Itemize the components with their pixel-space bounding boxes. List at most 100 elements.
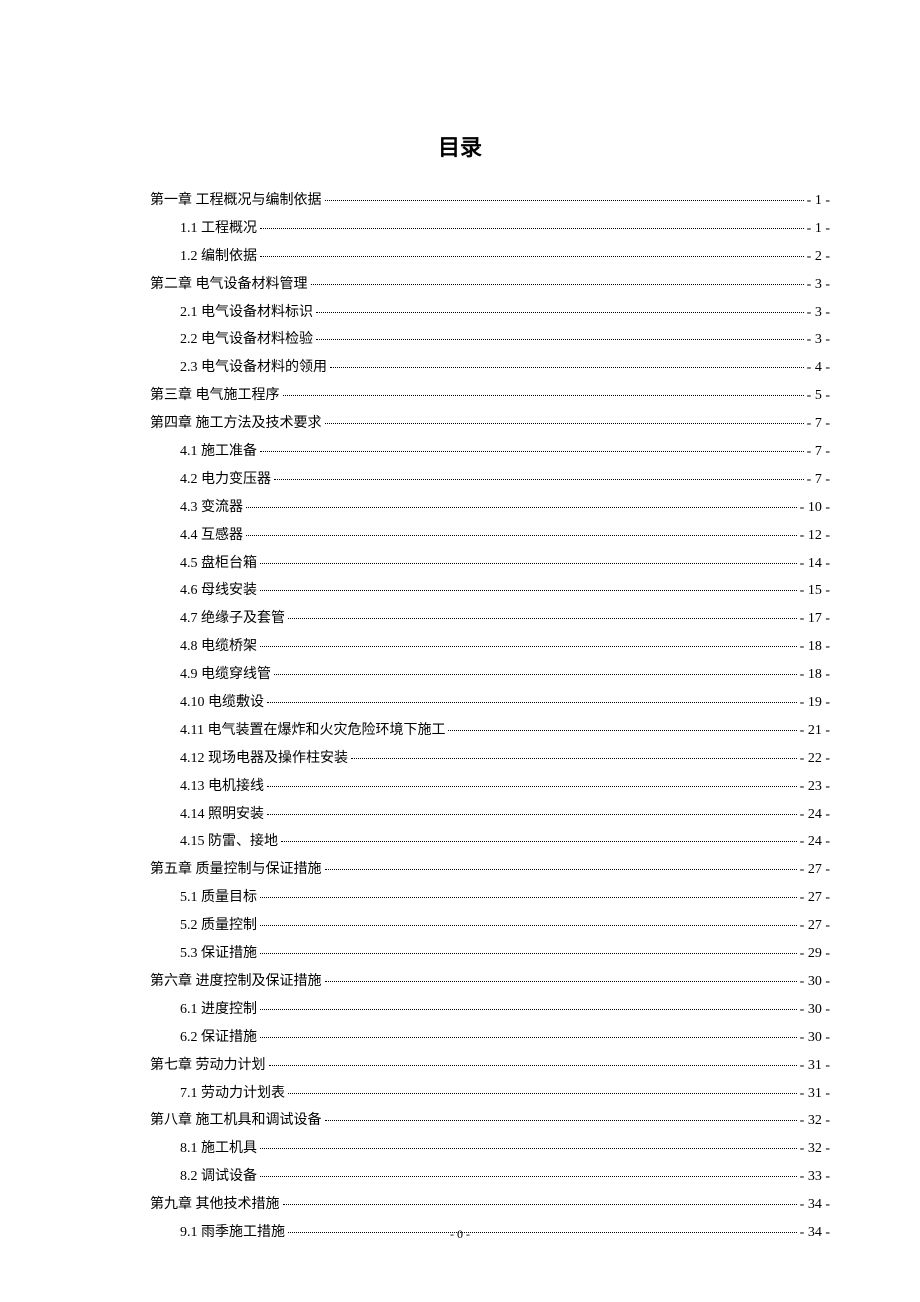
toc-entry-label: 4.1 施工准备 [180,441,257,463]
toc-entry-page: - 31 - [800,1055,830,1077]
toc-entry: 4.14 照明安装 - 24 - [90,804,830,826]
toc-entry-leader [288,618,797,619]
toc-entry-leader [260,1009,797,1010]
toc-entry-label: 第一章 工程概况与编制依据 [150,190,322,212]
toc-entry-label: 8.1 施工机具 [180,1138,257,1160]
toc-entry-label: 4.9 电缆穿线管 [180,664,271,686]
toc-entry: 第二章 电气设备材料管理 - 3 - [90,274,830,296]
toc-entry-label: 第八章 施工机具和调试设备 [150,1110,322,1132]
toc-entry: 4.9 电缆穿线管- 18 - [90,664,830,686]
toc-entry-page: - 22 - [800,748,830,770]
toc-entry-leader [325,981,797,982]
toc-entry: 2.1 电气设备材料标识- 3 - [90,302,830,324]
toc-entry-page: - 1 - [807,190,830,212]
toc-entry-label: 4.2 电力变压器 [180,469,271,491]
toc-entry-label: 4.14 照明安装 [180,804,264,826]
toc-entry-page: - 3 - [807,302,830,324]
toc-entry-leader [288,1093,797,1094]
toc-entry-leader [351,758,797,759]
toc-entry: 5.3 保证措施- 29 - [90,943,830,965]
toc-entry-label: 4.7 绝缘子及套管 [180,608,285,630]
toc-entry: 第六章 进度控制及保证措施 - 30 - [90,971,830,993]
toc-entry-page: - 24 - [800,831,830,853]
toc-entry: 2.3 电气设备材料的领用- 4 - [90,357,830,379]
toc-entry: 4.13 电机接线- 23 - [90,776,830,798]
toc-entry-page: - 27 - [800,887,830,909]
toc-entry-label: 第六章 进度控制及保证措施 [150,971,322,993]
toc-entry-leader [260,1176,797,1177]
toc-entry-leader [267,786,797,787]
page-footer: - 0 - [0,1227,920,1242]
toc-entry-leader [246,507,797,508]
toc-entry-page: - 24 - [800,804,830,826]
toc-entry-leader [325,1120,797,1121]
toc-entry-page: - 33 - [800,1166,830,1188]
toc-entry-label: 1.1 工程概况 [180,218,257,240]
toc-entry-leader [269,1065,797,1066]
toc-entry-label: 5.1 质量目标 [180,887,257,909]
toc-entry-page: - 7 - [807,441,830,463]
toc-entry-leader [325,200,804,201]
toc-entry-label: 第七章 劳动力计划 [150,1055,266,1077]
toc-entry-leader [260,563,797,564]
toc-entry-leader [260,1148,797,1149]
toc-entry-leader [260,925,797,926]
toc-entry: 4.12 现场电器及操作柱安装 - 22 - [90,748,830,770]
toc-entry-label: 2.2 电气设备材料检验 [180,329,313,351]
toc-entry-leader [260,646,797,647]
toc-entry-leader [330,367,804,368]
toc-entry-label: 6.2 保证措施 [180,1027,257,1049]
toc-entry-page: - 3 - [807,274,830,296]
toc-entry-page: - 3 - [807,329,830,351]
toc-entry-label: 第五章 质量控制与保证措施 [150,859,322,881]
toc-list: 第一章 工程概况与编制依据 - 1 - 1.1 工程概况 - 1 - 1.2 编制依据-… [90,190,830,1244]
toc-entry-leader [260,451,804,452]
toc-entry-page: - 19 - [800,692,830,714]
toc-entry-leader [311,284,804,285]
toc-entry-leader [246,535,797,536]
toc-entry: 5.1 质量目标 - 27 - [90,887,830,909]
toc-entry: 4.15 防雷、接地- 24 - [90,831,830,853]
toc-entry: 8.2 调试设备- 33 - [90,1166,830,1188]
toc-entry-page: - 1 - [807,218,830,240]
toc-entry-page: - 27 - [800,915,830,937]
toc-entry-leader [267,814,797,815]
toc-entry: 第七章 劳动力计划 - 31 - [90,1055,830,1077]
toc-entry-leader [325,869,797,870]
toc-entry-page: - 23 - [800,776,830,798]
toc-entry-page: - 30 - [800,1027,830,1049]
toc-entry-page: - 10 - [800,497,830,519]
toc-entry: 1.2 编制依据- 2 - [90,246,830,268]
toc-entry-label: 第四章 施工方法及技术要求 [150,413,322,435]
toc-entry: 4.4 互感器- 12 - [90,525,830,547]
toc-entry-page: - 32 - [800,1110,830,1132]
toc-entry: 7.1 劳动力计划表 - 31 - [90,1083,830,1105]
toc-entry-page: - 30 - [800,971,830,993]
toc-entry-leader [260,1037,797,1038]
toc-entry-label: 4.3 变流器 [180,497,243,519]
toc-entry-leader [260,590,797,591]
toc-entry: 4.1 施工准备 - 7 - [90,441,830,463]
toc-entry-label: 4.11 电气装置在爆炸和火灾危险环境下施工 [180,720,445,742]
toc-entry-leader [283,1204,797,1205]
toc-entry-leader [316,312,804,313]
toc-entry: 6.2 保证措施 - 30 - [90,1027,830,1049]
toc-entry-leader [281,841,797,842]
toc-entry-label: 4.12 现场电器及操作柱安装 [180,748,348,770]
toc-entry-page: - 12 - [800,525,830,547]
toc-entry: 第四章 施工方法及技术要求 - 7 - [90,413,830,435]
toc-entry-label: 第二章 电气设备材料管理 [150,274,308,296]
toc-entry-page: - 7 - [807,413,830,435]
toc-entry: 第五章 质量控制与保证措施 - 27 - [90,859,830,881]
toc-entry: 第一章 工程概况与编制依据 - 1 - [90,190,830,212]
toc-entry-leader [283,395,804,396]
toc-entry-page: - 27 - [800,859,830,881]
toc-entry-label: 4.8 电缆桥架 [180,636,257,658]
toc-entry-label: 7.1 劳动力计划表 [180,1083,285,1105]
toc-entry-leader [274,479,804,480]
toc-entry-page: - 31 - [800,1083,830,1105]
toc-entry-leader [448,730,796,731]
toc-title: 目录 [90,130,830,162]
toc-entry-page: - 14 - [800,553,830,575]
toc-entry: 4.5 盘柜台箱- 14 - [90,553,830,575]
